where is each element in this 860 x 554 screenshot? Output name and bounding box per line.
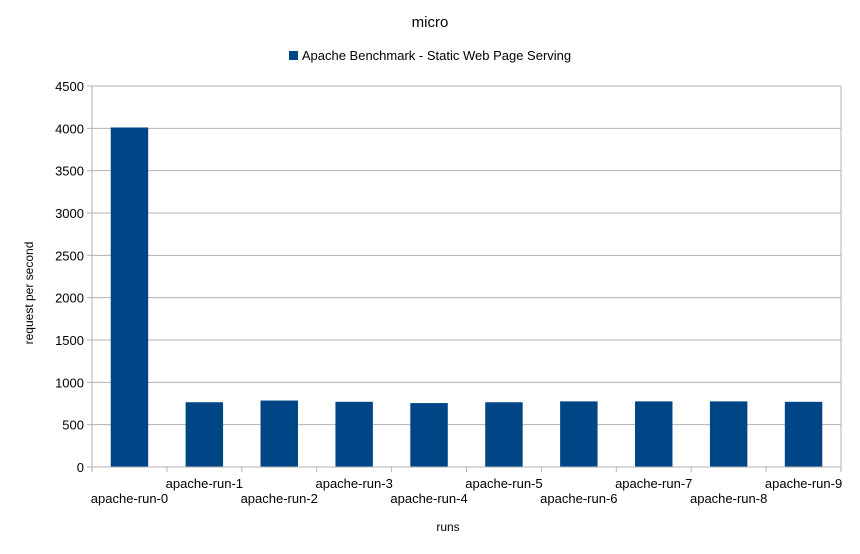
- bar-apache-run-9: [784, 401, 823, 467]
- bar-apache-run-3: [335, 401, 373, 467]
- y-tick-label: 4000: [55, 121, 84, 136]
- y-tick-label: 1000: [55, 375, 84, 390]
- y-tick-label: 2000: [55, 291, 84, 306]
- y-tick-label: 1500: [55, 333, 84, 348]
- x-tick-label: apache-run-2: [241, 491, 318, 506]
- axes: [91, 86, 842, 472]
- legend-swatch: [288, 51, 298, 60]
- chart-title: micro: [411, 14, 449, 31]
- legend-label: Apache Benchmark - Static Web Page Servi…: [301, 48, 572, 63]
- x-tick-label: apache-run-9: [765, 476, 842, 491]
- bar-apache-run-5: [485, 402, 523, 467]
- y-tick-label: 2500: [55, 248, 84, 263]
- x-tick-label: apache-run-6: [540, 491, 617, 506]
- y-tick-label: 4500: [55, 79, 84, 94]
- y-tick-labels: 0 500 1000 1500 2000 2500 3000 3500 4000 4500: [55, 79, 84, 475]
- y-tick-label: 3500: [55, 164, 84, 179]
- bar-apache-run-0: [110, 127, 149, 467]
- x-tick-label: apache-run-4: [390, 491, 467, 506]
- bar-apache-run-2: [260, 400, 298, 467]
- x-tick-label: apache-run-8: [690, 491, 767, 506]
- bar-apache-run-6: [560, 401, 598, 467]
- y-axis-title: request per second: [22, 242, 36, 345]
- x-tick-label: apache-run-7: [615, 476, 692, 491]
- y-tick-label: 500: [62, 418, 84, 433]
- bar-apache-run-8: [709, 401, 748, 467]
- bar-apache-run-4: [410, 403, 448, 467]
- x-axis-title: runs: [436, 520, 459, 534]
- bars: [110, 127, 823, 467]
- x-tick-labels: apache-run-0apache-run-1apache-run-2apac…: [91, 476, 842, 506]
- legend: Apache Benchmark - Static Web Page Servi…: [0, 48, 860, 63]
- x-tick-label: apache-run-1: [166, 476, 243, 491]
- x-tick-label: apache-run-3: [315, 476, 392, 491]
- x-tick-label: apache-run-0: [91, 491, 168, 506]
- bar-apache-run-7: [635, 401, 673, 467]
- y-tick-label: 3000: [55, 206, 84, 221]
- bar-apache-run-1: [185, 402, 224, 467]
- x-tick-label: apache-run-5: [465, 476, 542, 491]
- y-tick-label: 0: [77, 460, 84, 475]
